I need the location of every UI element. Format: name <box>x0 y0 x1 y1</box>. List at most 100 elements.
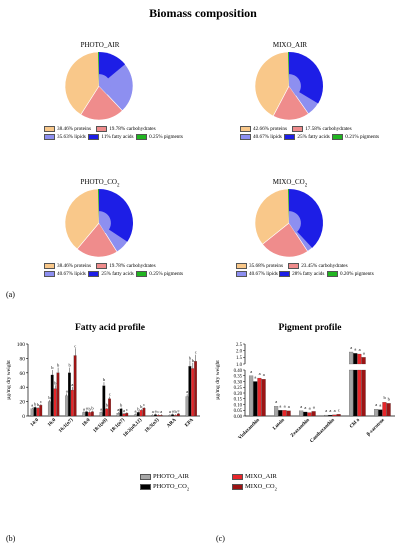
legend-photo-co2: 38.46% proteins 19.78% carbohydrates 40.… <box>44 262 183 278</box>
swatch-pigments <box>327 270 338 277</box>
x-tick-label: 18:1(n7) <box>110 418 126 434</box>
swatch-carbohydrates <box>288 262 300 269</box>
significance-letter: a <box>288 404 290 409</box>
bar <box>159 415 163 417</box>
bar <box>374 408 379 417</box>
panel-label-a: (a) <box>6 290 15 299</box>
swatch-lipids <box>44 133 55 140</box>
panel-label-b: (b) <box>6 534 16 543</box>
panel-label-c: (c) <box>216 534 225 543</box>
bar <box>168 415 172 417</box>
significance-letter: a <box>275 399 277 404</box>
y-tick-label: 20 <box>20 400 26 406</box>
x-tick-label: EPA <box>184 418 195 429</box>
pie-slice-carbohydrates <box>262 222 309 258</box>
x-tick-label: 16:1(n7) <box>58 418 74 434</box>
significance-letter: a <box>284 403 286 408</box>
significance-letter: a <box>329 408 331 413</box>
bar <box>156 415 160 417</box>
significance-letter: b <box>89 406 92 411</box>
y-tick-label: 40 <box>20 385 26 391</box>
legend-label: PHOTO_AIR <box>153 473 189 480</box>
bar <box>386 403 391 417</box>
significance-letter: a <box>135 408 137 413</box>
swatch-pigments <box>332 133 344 140</box>
bar <box>39 405 43 417</box>
y-tick-label: 60 <box>20 371 26 377</box>
significance-letter: c <box>143 402 145 407</box>
significance-letter: c <box>109 392 111 397</box>
y-axis-label: µg/mg dry weight <box>6 360 12 400</box>
pie-slice-proteins <box>64 188 100 250</box>
bar <box>274 406 279 417</box>
bar <box>53 388 57 417</box>
y-tick-label: 0.00 <box>234 415 243 420</box>
significance-letter: a <box>155 408 157 413</box>
legend-swatch <box>232 483 243 490</box>
bar <box>68 372 71 417</box>
swatch-lipids <box>236 270 247 277</box>
swatch-lipids <box>44 270 55 277</box>
significance-letter: a <box>86 406 88 411</box>
bar <box>99 412 103 417</box>
bar <box>56 372 60 417</box>
bar-legend: PHOTO_AIR MIXO_AIRPHOTO_CO2 MIXO_CO2 <box>140 472 340 494</box>
figure-title: Biomass composition <box>149 6 257 20</box>
significance-letter: c <box>40 399 42 404</box>
bar <box>90 411 94 417</box>
pie-title-mixo-co2: MIXO_CO2 <box>272 178 308 189</box>
significance-letter: a <box>350 345 352 350</box>
bar <box>311 411 316 417</box>
bar <box>108 398 111 417</box>
bar <box>65 395 68 417</box>
x-tick-label: Chl a <box>349 418 361 430</box>
y-tick-label: 100 <box>17 342 26 348</box>
significance-letter: b <box>54 380 57 385</box>
pigment-title: Pigment profile <box>278 323 342 333</box>
y-tick-label: 0.05 <box>234 409 243 414</box>
bar <box>116 413 120 417</box>
significance-letter: c <box>338 407 340 412</box>
x-tick-label: Canthaxanthin <box>310 418 336 444</box>
y-tick-label: 0.25 <box>234 386 243 391</box>
swatch-pigments <box>136 270 148 277</box>
y-tick-label: 0.30 <box>234 380 243 385</box>
significance-letter: a <box>100 406 102 411</box>
bar <box>85 411 89 417</box>
swatch-lipids <box>240 133 251 140</box>
bar <box>282 410 287 417</box>
significance-letter: c <box>126 407 128 412</box>
bar <box>257 377 262 417</box>
significance-letter: a <box>363 350 365 355</box>
y-tick-label: 1.5 <box>236 356 243 361</box>
bar <box>349 369 354 417</box>
legend-label: MIXO_CO <box>245 483 275 490</box>
pie-inner-lipids <box>289 74 301 96</box>
bar <box>151 415 154 417</box>
significance-letter: a <box>152 409 154 414</box>
significance-letter: a <box>334 408 336 413</box>
significance-letter: c <box>195 350 197 355</box>
pie-inner-lipids <box>99 74 111 95</box>
x-tick-label: Violaxanthin <box>238 418 261 441</box>
y-tick-label: 0.15 <box>234 398 243 403</box>
bar <box>119 408 123 417</box>
swatch-pigments <box>136 133 148 140</box>
bar-legend-item: MIXO_CO2 <box>232 482 324 494</box>
legend-label-subscript: 2 <box>186 486 190 492</box>
significance-letter: b <box>120 403 123 408</box>
bar-legend-item: MIXO_AIR <box>232 472 324 482</box>
bar <box>174 415 177 417</box>
legend-mixo-co2: 35.68% proteins 23.45% carbohydrates 40.… <box>236 262 374 278</box>
bar <box>332 414 337 417</box>
x-tick-label: ARA <box>166 418 177 429</box>
bar <box>47 401 51 417</box>
significance-letter: a <box>304 405 306 410</box>
x-tick-label: 18:1(n9) <box>93 418 109 434</box>
legend-photo-air: 38.46% proteins 19.78% carbohydrates 35.… <box>44 125 183 141</box>
bar <box>261 379 266 417</box>
pie-slice-proteins <box>254 51 290 117</box>
significance-letter: a <box>160 409 162 414</box>
significance-letter: b <box>57 363 60 368</box>
swatch-fatty-acids <box>88 133 100 140</box>
